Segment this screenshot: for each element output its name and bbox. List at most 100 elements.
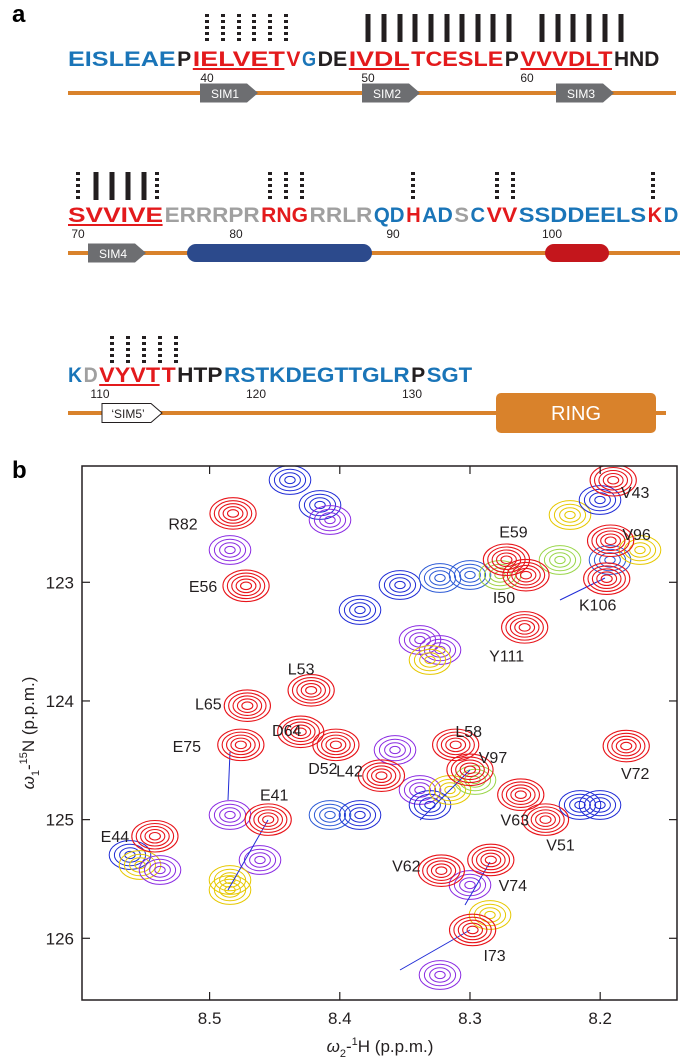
sequence-segment: V: [286, 48, 300, 71]
reference-contour: [208, 800, 252, 830]
peak-contour: [530, 809, 561, 830]
reference-contour: [413, 648, 447, 672]
reference-contour: [409, 782, 431, 798]
reference-contour: [213, 878, 247, 902]
peak-contour: [484, 855, 497, 865]
peak-contour: [253, 809, 284, 830]
peak-contour: [226, 572, 266, 600]
peak-contour: [497, 778, 545, 812]
peak-contour: [471, 846, 511, 874]
peak-contour: [217, 728, 265, 762]
axis-label-part: H (p.p.m.): [358, 1037, 434, 1056]
reference-contour: [309, 497, 331, 513]
peak-contour: [521, 803, 570, 836]
peak-contour: [366, 765, 397, 787]
reference-contour: [543, 548, 577, 572]
residue-number: 50: [361, 71, 375, 85]
reference-contour: [384, 742, 406, 758]
reference-contour: [464, 570, 476, 580]
residue-number: 80: [229, 227, 243, 241]
peak-contour: [417, 854, 465, 887]
peak-contour: [435, 866, 448, 875]
reference-contour: [343, 598, 377, 622]
reference-contour: [418, 635, 462, 665]
peak-contour: [131, 819, 179, 853]
peak-contour: [587, 565, 626, 593]
reference-contour: [149, 862, 171, 878]
peak-contour: [445, 737, 467, 753]
reference-contour: [279, 472, 301, 488]
reference-contour: [419, 797, 441, 813]
sequence-segment: SVVIVE: [68, 204, 163, 227]
peak-label: E56: [189, 579, 218, 596]
peak-contour: [518, 623, 531, 632]
spectrum: [108, 466, 662, 990]
ring-domain: [496, 393, 656, 433]
x-tick-label: 8.4: [328, 1009, 352, 1028]
reference-contour: [423, 963, 457, 987]
reference-contour: [308, 505, 352, 535]
reference-contour: [243, 848, 277, 872]
residue-number: 40: [200, 71, 214, 85]
peak-label: V62: [392, 859, 421, 876]
peak-contour: [620, 741, 633, 751]
sequence-segment: RNG: [261, 204, 308, 227]
peak-contour: [510, 787, 532, 803]
peak-contour: [321, 734, 351, 756]
basic-region: [187, 244, 372, 262]
sequence-segment: P: [411, 364, 425, 387]
peak-label: D52: [308, 761, 337, 778]
reference-contour: [319, 512, 341, 528]
peak-contour: [539, 815, 552, 824]
peak-contour: [463, 765, 477, 775]
reference-contour: [594, 800, 606, 810]
reference-contour: [464, 880, 476, 890]
reference-contour: [319, 807, 341, 823]
sequence-segment: HTP: [177, 364, 222, 387]
reference-contour: [338, 800, 382, 830]
peak-contour: [426, 860, 457, 881]
peak-contour: [248, 806, 288, 833]
reference-contour: [373, 735, 417, 765]
peak-contour: [591, 527, 630, 555]
sequence-segment: H: [406, 204, 421, 227]
reference-contour: [408, 790, 452, 820]
reference-contour: [349, 807, 371, 823]
feature-label: SIM4: [99, 247, 127, 261]
reference-contour: [349, 602, 371, 618]
peak-contour: [506, 561, 546, 589]
peak-contour: [505, 614, 544, 641]
reference-contour: [208, 865, 252, 895]
reference-contour: [354, 810, 366, 820]
peak-contour: [140, 825, 170, 847]
peak-contour: [312, 728, 360, 762]
peak-contour: [514, 790, 527, 800]
peak-contour: [291, 676, 331, 704]
peak-contour: [290, 724, 312, 740]
reference-contour: [434, 573, 446, 583]
reference-contour: [394, 580, 406, 590]
peak-contour: [239, 581, 253, 591]
reference-contour: [444, 785, 456, 795]
reference-contour: [618, 535, 662, 565]
reference-contour: [129, 857, 151, 873]
peak-contour: [432, 728, 480, 762]
peak-contour: [294, 727, 307, 737]
peak-contour: [462, 922, 484, 938]
reference-contour: [459, 877, 481, 893]
peak-contour: [285, 721, 316, 743]
reference-contour: [558, 790, 602, 820]
reference-contour: [538, 545, 582, 575]
peak-label: E41: [260, 788, 289, 805]
peak-contour: [375, 771, 388, 781]
reference-contour: [448, 560, 492, 590]
peak-contour: [329, 740, 342, 750]
reference-contour: [554, 555, 566, 565]
sequence-segment: G: [302, 48, 316, 71]
peak-label: V96: [622, 527, 651, 544]
axis-label-part: N (p.p.m.): [19, 677, 38, 753]
peak-contour: [430, 863, 452, 878]
peak-contour: [232, 695, 263, 717]
reference-contour: [569, 797, 591, 813]
